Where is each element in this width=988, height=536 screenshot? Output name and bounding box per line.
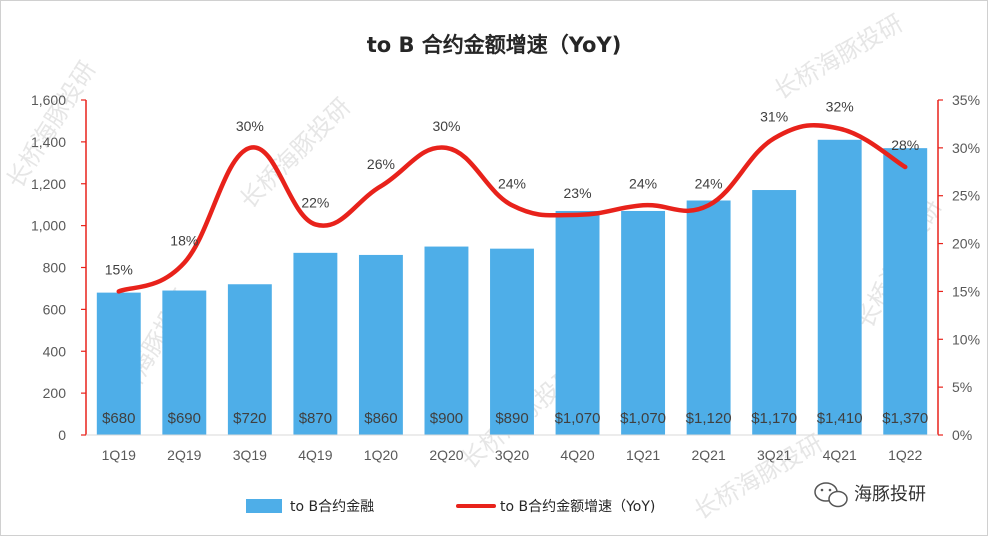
line-value-label: 24%: [629, 175, 657, 191]
left-axis-tick-label: 1,400: [31, 134, 66, 150]
yoy-line: [116, 122, 908, 294]
bar: [752, 190, 797, 435]
left-axis-tick-label: 1,000: [31, 218, 66, 234]
category-label: 2Q21: [691, 447, 725, 463]
wechat-icon: [814, 482, 848, 508]
category-label: 4Q20: [560, 447, 594, 463]
bar-value-label: $1,410: [817, 410, 863, 427]
left-axis-tick-label: 400: [43, 343, 67, 359]
right-axis-tick-label: 25%: [952, 188, 980, 204]
bar: [883, 148, 928, 435]
category-label: 4Q19: [298, 447, 332, 463]
bar-value-label: $1,120: [686, 410, 732, 427]
line-series: 15% 18% 30% 22% 26% 30% 24% 23% 24% 24% 31% 32% 28%: [105, 99, 919, 294]
right-axis-tick-label: 5%: [952, 379, 972, 395]
bar: [490, 248, 534, 435]
watermark: 长桥海豚投研: [689, 429, 828, 525]
right-axis-tick-label: 30%: [952, 140, 980, 156]
bar-value-label: $900: [430, 410, 463, 427]
line-value-label: 28%: [891, 137, 919, 153]
category-axis: 1Q19 2Q19 3Q19 4Q19 1Q20 2Q20 3Q20 4Q20 1Q21 2Q21…: [102, 447, 923, 463]
category-label: 3Q21: [757, 447, 791, 463]
bar: [162, 290, 207, 435]
line-value-label: 22%: [301, 194, 329, 210]
category-label: 1Q22: [888, 447, 922, 463]
bar: [621, 210, 666, 435]
line-value-label: 15%: [105, 261, 133, 277]
bar: [358, 254, 403, 435]
line-value-label: 23%: [564, 185, 592, 201]
category-label: 4Q21: [823, 447, 857, 463]
left-axis-tick-label: 200: [43, 385, 67, 401]
bar: [686, 200, 731, 435]
left-axis-tick-label: 0: [58, 427, 66, 443]
line-value-label: 24%: [498, 175, 526, 191]
category-label: 3Q19: [233, 447, 267, 463]
line-value-label: 24%: [695, 175, 723, 191]
bar-value-label: $860: [364, 410, 397, 427]
line-value-label: 30%: [432, 118, 460, 134]
line-value-label: 30%: [236, 118, 264, 134]
legend-bar-label: to B合约金融: [290, 499, 374, 515]
category-label: 1Q21: [626, 447, 660, 463]
category-label: 3Q20: [495, 447, 529, 463]
line-value-label: 26%: [367, 156, 395, 172]
right-axis-tick-label: 20%: [952, 236, 980, 252]
category-label: 1Q20: [364, 447, 398, 463]
line-value-label: 32%: [826, 99, 854, 115]
right-axis-tick-label: 35%: [952, 92, 980, 108]
right-axis-tick-label: 10%: [952, 331, 980, 347]
left-axis-tick-label: 1,600: [31, 92, 66, 108]
bar: [817, 139, 862, 435]
category-label: 2Q20: [429, 447, 463, 463]
brand-mark: 海豚投研: [814, 482, 926, 508]
legend: to B合约金融 to B合约金额增速（YoY): [246, 499, 655, 515]
bar: [293, 252, 338, 435]
line-value-label: 18%: [170, 233, 198, 249]
left-axis-tick-label: 600: [43, 301, 67, 317]
bar-value-label: $690: [168, 410, 201, 427]
bar-value-label: $890: [495, 410, 528, 427]
bar-series: $680 $690 $720 $870 $860 $900 $890 $1,070 $1,070…: [86, 139, 938, 436]
line-value-label: 31%: [760, 108, 788, 124]
bar: [96, 292, 141, 435]
bar: [424, 246, 469, 435]
bar-value-label: $1,070: [620, 410, 666, 427]
bar-value-label: $1,070: [555, 410, 601, 427]
bar-value-label: $720: [233, 410, 266, 427]
legend-bar-swatch: [246, 499, 282, 513]
right-axis-tick-label: 0%: [952, 427, 972, 443]
left-axis-tick-label: 1,200: [31, 176, 66, 192]
bar-value-label: $1,370: [882, 410, 928, 427]
brand-name: 海豚投研: [854, 484, 926, 505]
bar-value-label: $680: [102, 410, 135, 427]
right-axis-tick-label: 15%: [952, 283, 980, 299]
chart-title: to B 合约金额增速（YoY): [367, 33, 622, 57]
left-axis: 0 200 400 600 800 1,000 1,200 1,400 1,600: [31, 92, 87, 443]
watermark: 长桥海豚投研: [234, 93, 356, 215]
watermark: 长桥海豚投研: [769, 9, 908, 105]
watermark-layer: 长桥海豚投研 长桥海豚投研 长桥海豚投研 长桥海豚投研 长桥海豚投研 长桥海豚投…: [1, 9, 947, 525]
bar-value-label: $870: [299, 410, 332, 427]
bar: [227, 284, 272, 435]
right-axis: 0% 5% 10% 15% 20% 25% 30% 35%: [937, 92, 980, 443]
bar: [555, 210, 600, 435]
category-label: 2Q19: [167, 447, 201, 463]
category-label: 1Q19: [102, 447, 136, 463]
legend-line-label: to B合约金额增速（YoY): [500, 499, 655, 515]
left-axis-tick-label: 800: [43, 260, 67, 276]
bar-value-label: $1,170: [751, 410, 797, 427]
